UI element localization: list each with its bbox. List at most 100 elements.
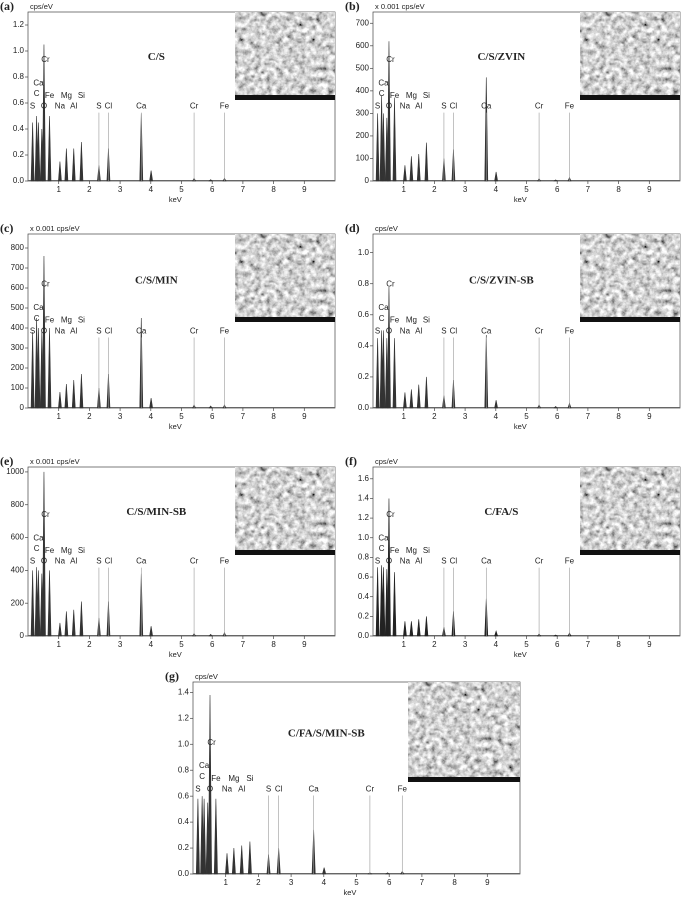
element-label: Al bbox=[70, 557, 77, 566]
y-tick-label: 400 bbox=[356, 86, 370, 95]
panel: (f) cps/eV C/FA/S 0.0 0.2 0.4 0.6 0.8 1.0 1.2 1.4 1… bbox=[345, 454, 681, 659]
element-label: Ca bbox=[136, 102, 147, 111]
element-label: S bbox=[195, 785, 200, 794]
element-label: S bbox=[441, 102, 446, 111]
peak bbox=[416, 153, 421, 182]
y-tick-label: 0.2 bbox=[178, 843, 190, 852]
peak bbox=[424, 616, 429, 637]
element-label: Cr bbox=[190, 327, 199, 336]
element-label: Fe bbox=[565, 557, 575, 566]
element-label: Mg bbox=[406, 316, 417, 325]
y-tick-label: 1.4 bbox=[178, 687, 190, 696]
x-tick-label: 4 bbox=[149, 640, 154, 649]
x-tick-label: 9 bbox=[302, 412, 307, 421]
sample-title: C/FA/S bbox=[484, 506, 518, 518]
y-tick-label: 1.0 bbox=[358, 533, 370, 542]
x-tick-label: 9 bbox=[485, 878, 490, 887]
peak bbox=[553, 179, 559, 182]
peak bbox=[71, 148, 76, 182]
sample-title: C/FA/S/MIN-SB bbox=[288, 727, 365, 739]
element-label: O bbox=[386, 327, 392, 336]
x-tick-label: 4 bbox=[494, 640, 499, 649]
y-tick-label: 0 bbox=[20, 631, 25, 640]
element-label: Ca bbox=[481, 102, 492, 111]
element-label: S bbox=[375, 557, 380, 566]
x-tick-label: 3 bbox=[463, 412, 468, 421]
peak bbox=[385, 872, 391, 875]
element-label: S bbox=[441, 327, 446, 336]
peak bbox=[375, 567, 380, 637]
sem-scale-bar bbox=[580, 95, 680, 100]
element-label: S bbox=[375, 102, 380, 111]
peak bbox=[71, 379, 76, 409]
y-unit: cps/eV bbox=[195, 672, 218, 681]
peak bbox=[494, 171, 498, 182]
sem-image bbox=[234, 466, 336, 556]
y-tick-label: 200 bbox=[11, 363, 25, 372]
x-tick-label: 1 bbox=[401, 640, 406, 649]
x-tick-label: 6 bbox=[555, 185, 560, 194]
y-tick-label: 0.6 bbox=[358, 572, 370, 581]
element-label: C bbox=[199, 772, 205, 781]
y-tick-label: 0.4 bbox=[358, 592, 370, 601]
y-unit: x 0.001 cps/eV bbox=[30, 457, 80, 466]
x-tick-label: 2 bbox=[87, 412, 92, 421]
peak bbox=[403, 621, 407, 637]
element-label: Fe bbox=[220, 102, 230, 111]
y-tick-label: 500 bbox=[356, 63, 370, 72]
element-label: Ca bbox=[378, 303, 389, 312]
element-label: O bbox=[41, 327, 47, 336]
element-label: Cr bbox=[190, 557, 199, 566]
x-tick-label: 8 bbox=[616, 185, 621, 194]
y-tick-label: 100 bbox=[11, 383, 25, 392]
y-tick-label: 700 bbox=[356, 18, 370, 27]
x-tick-label: 5 bbox=[354, 878, 359, 887]
element-label: Ca bbox=[199, 761, 210, 770]
panel-label: (e) bbox=[0, 454, 13, 468]
element-label: Ca bbox=[378, 533, 389, 542]
panel: (b) x 0.001 cps/eV C/S/ZVIN 0 100 200 300 400 50… bbox=[345, 0, 681, 204]
element-label: Na bbox=[400, 327, 411, 336]
element-label: Cr bbox=[366, 785, 375, 794]
element-label: Al bbox=[415, 557, 422, 566]
panel: (g) cps/eV C/FA/S/MIN-SB 0.0 0.2 0.4 0.6 0.8 1.0… bbox=[165, 669, 521, 897]
y-tick-label: 0.0 bbox=[358, 403, 370, 412]
sem-scale-bar bbox=[580, 317, 680, 322]
element-label: Na bbox=[400, 102, 411, 111]
x-axis-label: keV bbox=[169, 650, 182, 659]
sem-scale-bar bbox=[235, 95, 335, 100]
y-tick-label: 200 bbox=[11, 598, 25, 607]
element-label: S bbox=[30, 102, 35, 111]
peak bbox=[42, 255, 46, 409]
element-label: S bbox=[266, 785, 271, 794]
element-label: Si bbox=[423, 91, 430, 100]
x-tick-label: 7 bbox=[241, 185, 246, 194]
y-tick-label: 400 bbox=[11, 323, 25, 332]
sample-title: C/S/ZVIN-SB bbox=[469, 275, 534, 287]
x-tick-label: 4 bbox=[494, 412, 499, 421]
sem-image bbox=[579, 233, 681, 323]
x-axis-label: keV bbox=[514, 650, 527, 659]
x-tick-label: 1 bbox=[401, 412, 406, 421]
peak bbox=[392, 97, 397, 182]
sem-image bbox=[407, 681, 521, 783]
x-tick-label: 9 bbox=[647, 412, 652, 421]
element-label: Fe bbox=[390, 316, 400, 325]
x-tick-label: 6 bbox=[555, 412, 560, 421]
sem-scale-bar bbox=[235, 317, 335, 322]
y-tick-label: 0.8 bbox=[358, 279, 370, 288]
x-tick-label: 4 bbox=[322, 878, 327, 887]
y-tick-label: 200 bbox=[356, 131, 370, 140]
y-tick-label: 0.8 bbox=[178, 765, 190, 774]
panel-label: (b) bbox=[345, 0, 360, 13]
element-label: S bbox=[375, 327, 380, 336]
panel-label: (f) bbox=[345, 454, 357, 468]
peak bbox=[47, 570, 52, 637]
peak bbox=[79, 141, 84, 182]
peak bbox=[553, 634, 559, 637]
peak bbox=[208, 694, 212, 875]
x-tick-label: 5 bbox=[524, 185, 529, 194]
element-label: S bbox=[441, 557, 446, 566]
element-label: Fe bbox=[565, 327, 575, 336]
y-tick-label: 0.2 bbox=[13, 150, 25, 159]
